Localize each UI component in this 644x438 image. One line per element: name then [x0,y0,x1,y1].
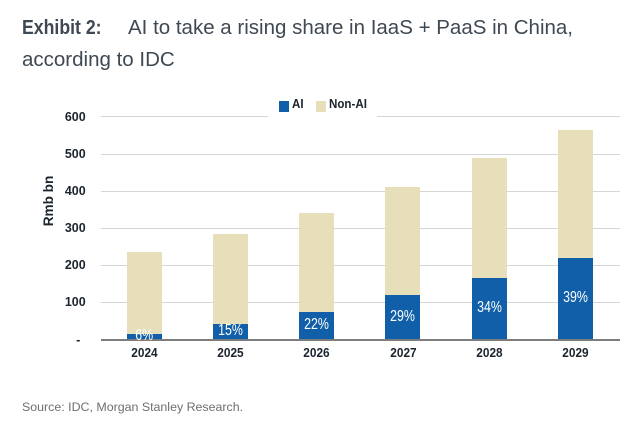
x-tick-label-2027: 2027 [373,346,433,360]
y-tick-text: 600 [64,108,86,124]
x-tick-text: 2027 [389,345,417,361]
x-tick-label-2028: 2028 [459,346,519,360]
y-tick-text: - [76,331,81,347]
gridline-100 [101,301,620,303]
y-tick-label-400: 400 [46,184,86,198]
bar-ai-share-label-2025: 15% [200,322,260,340]
y-axis-title: Rmb bn [39,175,56,226]
y-tick-text: 200 [64,257,86,273]
bar-ai-share-label-text: 34% [476,299,502,317]
x-tick-text: 2028 [476,345,503,361]
source-note: Source: IDC, Morgan Stanley Research. [22,400,244,415]
y-tick-label-100: 100 [46,295,86,309]
bar-ai-share-label-2027: 29% [373,308,433,326]
x-tick-label-2024: 2024 [114,346,174,360]
bar-ai-share-label-text: 22% [304,316,330,334]
x-tick-text: 2026 [303,345,330,361]
bar-ai-2026 [299,311,335,341]
bar-ai-2027 [385,295,421,341]
bar-ai-share-label-2026: 22% [287,316,347,334]
gridline-500 [101,153,620,155]
exhibit-title-line-1: AI to take a rising share in IaaS + PaaS… [128,15,573,39]
bar-ai-2029 [558,257,593,341]
x-tick-text: 2024 [131,345,158,361]
bar-ai-2028 [471,277,507,341]
gridline-300 [101,227,620,229]
legend-label-ai: AI [292,96,305,111]
legend: AI Non-AI [268,95,377,121]
bar-nonai-2024 [126,251,162,335]
bar-ai-share-label-2024: 6% [114,327,174,345]
x-tick-label-2025: 2025 [200,346,260,360]
bar-nonai-2025 [212,233,248,324]
y-tick-text: 100 [64,294,86,310]
y-tick-label-600: 600 [46,108,86,124]
x-tick-text: 2025 [217,345,244,361]
bar-ai-share-label-text: 6% [135,327,154,345]
y-tick-text: 300 [64,220,86,236]
bar-ai-share-label-text: 15% [218,322,243,340]
bar-ai-2025 [212,323,248,341]
y-tick-label-500: 500 [46,147,86,161]
x-axis-line [101,338,620,341]
exhibit-number-label: Exhibit 2: [22,15,102,39]
y-tick-text: 400 [64,183,86,199]
legend-label-non-ai: Non-AI [329,96,368,111]
bar-ai-share-label-text: 29% [390,308,416,326]
x-tick-label-2026: 2026 [287,346,347,360]
exhibit-title-line-2: according to IDC [22,48,175,72]
bar-nonai-2028 [471,158,507,278]
legend-swatch-non-ai [315,101,327,112]
y-tick-label-zero: - [41,331,81,347]
x-tick-text: 2029 [562,345,589,361]
bar-nonai-2029 [558,129,593,258]
y-tick-label-300: 300 [46,221,86,235]
bar-ai-2024 [126,334,162,341]
y-tick-label-200: 200 [46,258,86,272]
bar-ai-share-label-text: 39% [563,289,588,307]
gridline-400 [101,190,620,192]
bar-nonai-2027 [385,187,421,296]
y-tick-text: 500 [64,146,86,161]
bar-nonai-2026 [299,212,335,312]
gridline-200 [101,264,620,266]
legend-swatch-ai [278,101,290,112]
x-tick-label-2029: 2029 [546,346,606,360]
bar-ai-share-label-2028: 34% [459,299,519,317]
bar-ai-share-label-2029: 39% [546,289,606,307]
